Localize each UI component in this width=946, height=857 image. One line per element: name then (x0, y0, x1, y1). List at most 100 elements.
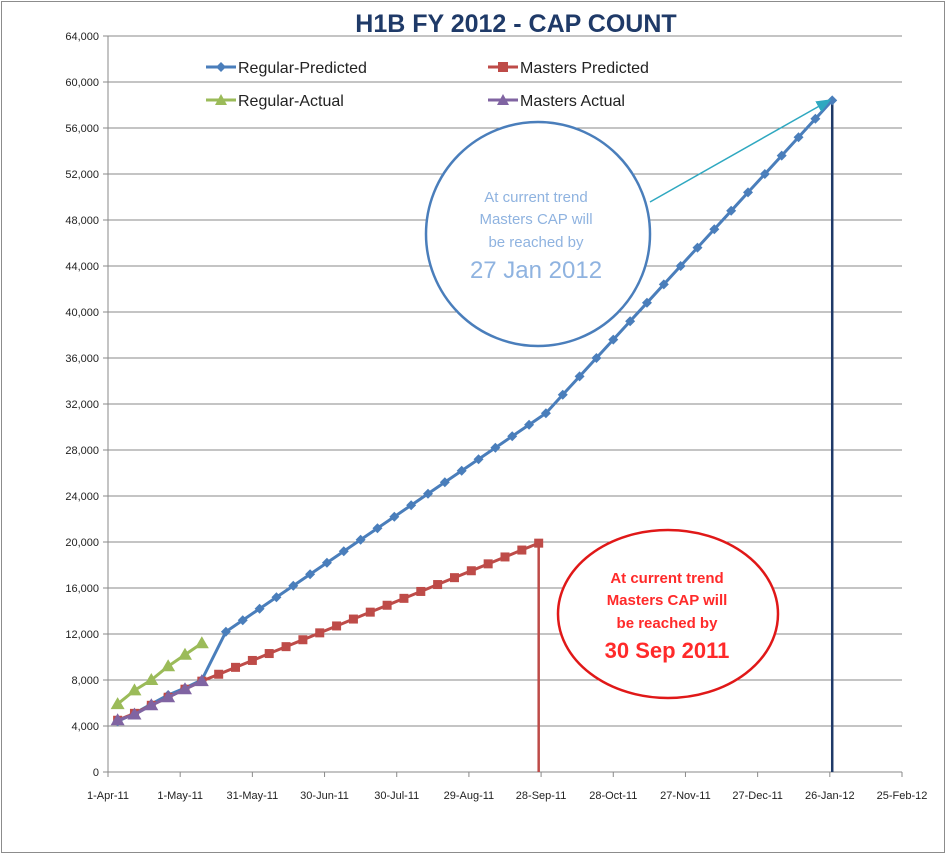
x-tick-label: 30-Jun-11 (300, 790, 349, 802)
data-point (423, 488, 434, 499)
data-point (675, 261, 686, 271)
data-point (726, 205, 737, 216)
data-point (110, 697, 125, 710)
axes (107, 36, 902, 773)
y-tick-label: 8,000 (71, 675, 99, 687)
diamond-marker-icon (216, 62, 226, 72)
data-point (524, 419, 535, 430)
y-tick-label: 60,000 (65, 77, 99, 89)
data-point (433, 580, 443, 590)
callout-line: be reached by (488, 234, 584, 251)
data-point (466, 566, 476, 576)
square-marker-icon (498, 62, 508, 72)
data-point (254, 603, 265, 614)
data-point (231, 662, 241, 672)
data-point (500, 552, 510, 562)
masters-cap-callout: At current trend Masters CAP will be rea… (556, 528, 780, 700)
callout-line: Masters CAP will (607, 592, 728, 609)
data-point (490, 442, 501, 453)
y-tick-label: 52,000 (65, 169, 99, 181)
data-point (264, 649, 274, 659)
legend-label-masters-predicted: Masters Predicted (520, 60, 649, 77)
series-masters-actual (110, 674, 209, 726)
data-point (177, 647, 192, 660)
data-point (365, 607, 375, 617)
data-point (220, 626, 231, 637)
series-regular-predicted (112, 95, 838, 727)
x-tick-label: 25-Feb-12 (877, 790, 928, 802)
data-point (144, 673, 159, 685)
chart-title: H1B FY 2012 - CAP COUNT (355, 10, 676, 38)
data-point (372, 523, 383, 534)
data-point (776, 150, 787, 161)
data-point (608, 334, 619, 345)
data-point (557, 389, 568, 400)
data-point (692, 242, 703, 253)
y-tick-label: 48,000 (65, 215, 99, 227)
data-point (439, 477, 450, 488)
legend-item-regular-predicted: Regular-Predicted (206, 60, 367, 77)
y-tick-label: 28,000 (65, 445, 99, 457)
data-point (759, 169, 770, 179)
x-tick-label: 1-May-11 (157, 790, 203, 802)
legend-label-regular-actual: Regular-Actual (238, 93, 344, 110)
y-tick-label: 40,000 (65, 307, 99, 319)
legend-item-regular-actual: Regular-Actual (206, 93, 344, 110)
x-tick-label: 29-Aug-11 (444, 790, 495, 802)
regular-cap-callout: At current trend Masters CAP will be rea… (424, 99, 832, 348)
x-axis-ticks: 1-Apr-11 1-May-11 31-May-11 30-Jun-11 30-Jul… (87, 772, 927, 802)
y-tick-label: 56,000 (65, 123, 99, 135)
callout-line: Masters CAP will (479, 211, 592, 228)
callout-date: 30 Sep 2011 (605, 638, 730, 663)
legend-label-masters-actual: Masters Actual (520, 93, 625, 110)
y-tick-label: 32,000 (65, 399, 99, 411)
y-tick-label: 0 (93, 767, 99, 779)
x-tick-label: 31-May-11 (226, 790, 278, 802)
y-tick-label: 16,000 (65, 583, 99, 595)
y-tick-label: 44,000 (65, 261, 99, 273)
y-axis-ticks: 0 4,000 8,000 12,000 16,000 20,000 24,000 28,00… (65, 31, 108, 779)
triangle-marker-icon (497, 94, 509, 105)
callout-line: At current trend (610, 570, 723, 587)
callout-line: At current trend (484, 189, 587, 206)
data-point (743, 187, 754, 198)
data-point (399, 593, 409, 603)
data-point (298, 635, 308, 645)
x-tick-label: 30-Jul-11 (374, 790, 419, 802)
callout-circle-blue (424, 120, 652, 348)
data-point (591, 353, 602, 363)
data-series (110, 95, 838, 727)
data-point (110, 713, 125, 726)
legend-item-masters-actual: Masters Actual (488, 93, 625, 110)
data-point (540, 408, 551, 419)
y-tick-label: 12,000 (65, 629, 99, 641)
data-point (483, 559, 493, 569)
x-tick-label: 1-Apr-11 (87, 790, 129, 802)
data-point (161, 659, 176, 672)
data-point (793, 132, 804, 143)
data-point (517, 545, 527, 555)
data-point (382, 600, 392, 610)
data-point (271, 592, 282, 603)
data-point (456, 465, 467, 476)
data-point (288, 580, 299, 591)
data-point (194, 636, 209, 649)
data-point (127, 683, 142, 696)
data-point (709, 224, 720, 235)
data-point (338, 546, 349, 557)
data-point (281, 642, 291, 652)
legend-item-masters-predicted: Masters Predicted (488, 60, 649, 77)
data-point (127, 707, 142, 720)
y-tick-label: 36,000 (65, 353, 99, 365)
x-tick-label: 27-Nov-11 (660, 790, 711, 802)
data-point (177, 682, 192, 695)
cap-marker-lines (537, 100, 834, 772)
data-point (161, 690, 176, 703)
data-point (305, 569, 316, 580)
callout-arrow (649, 99, 832, 203)
data-point (315, 628, 325, 638)
callout-line: be reached by (617, 615, 719, 632)
series-regular-actual (110, 636, 209, 710)
